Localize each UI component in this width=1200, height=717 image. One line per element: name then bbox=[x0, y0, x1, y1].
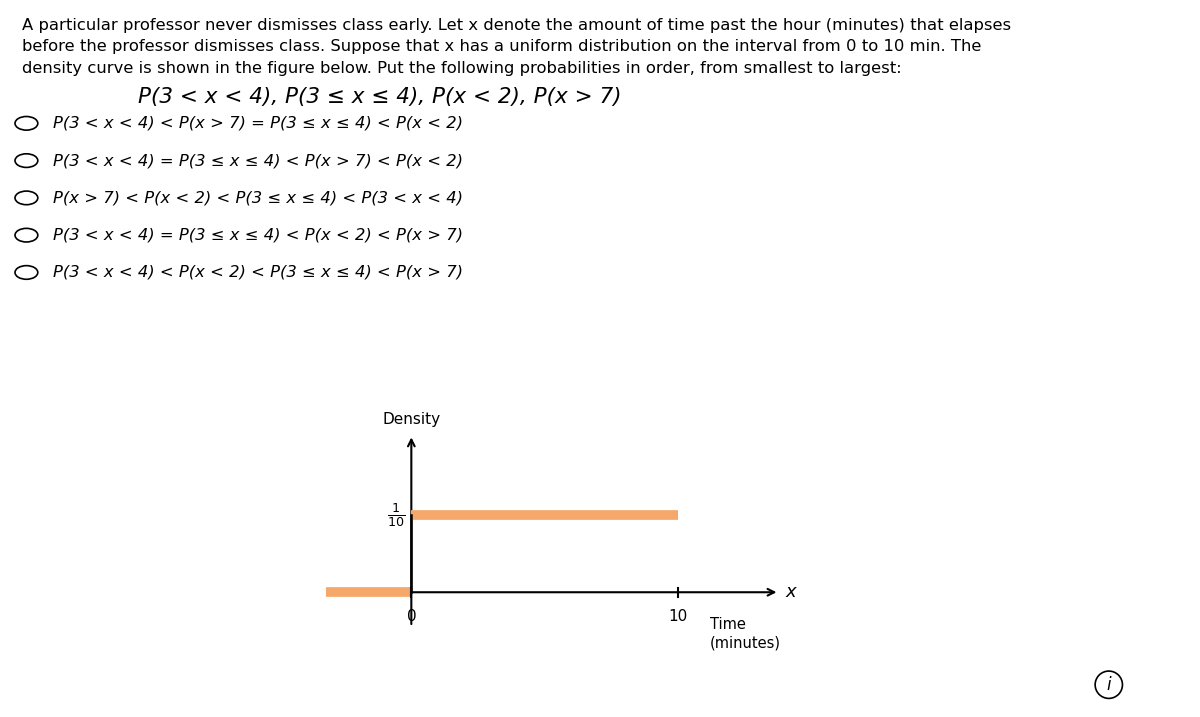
Text: 0: 0 bbox=[407, 609, 416, 625]
Text: $x$: $x$ bbox=[785, 583, 798, 602]
Text: before the professor dismisses class. Suppose that x has a uniform distribution : before the professor dismisses class. Su… bbox=[22, 39, 980, 54]
Text: P(3 < x < 4) = P(3 ≤ x ≤ 4) < P(x > 7) < P(x < 2): P(3 < x < 4) = P(3 ≤ x ≤ 4) < P(x > 7) <… bbox=[53, 153, 463, 168]
Text: Density: Density bbox=[383, 412, 440, 427]
Text: P(3 < x < 4), P(3 ≤ x ≤ 4), P(x < 2), P(x > 7): P(3 < x < 4), P(3 ≤ x ≤ 4), P(x < 2), P(… bbox=[138, 87, 622, 108]
Text: Time
(minutes): Time (minutes) bbox=[710, 617, 781, 650]
Text: P(3 < x < 4) = P(3 ≤ x ≤ 4) < P(x < 2) < P(x > 7): P(3 < x < 4) = P(3 ≤ x ≤ 4) < P(x < 2) <… bbox=[53, 228, 463, 242]
Text: P(3 < x < 4) < P(x > 7) = P(3 ≤ x ≤ 4) < P(x < 2): P(3 < x < 4) < P(x > 7) = P(3 ≤ x ≤ 4) <… bbox=[53, 116, 463, 130]
Text: P(3 < x < 4) < P(x < 2) < P(3 ≤ x ≤ 4) < P(x > 7): P(3 < x < 4) < P(x < 2) < P(3 ≤ x ≤ 4) <… bbox=[53, 265, 463, 280]
Text: P(x > 7) < P(x < 2) < P(3 ≤ x ≤ 4) < P(3 < x < 4): P(x > 7) < P(x < 2) < P(3 ≤ x ≤ 4) < P(3… bbox=[53, 191, 463, 205]
Text: density curve is shown in the figure below. Put the following probabilities in o: density curve is shown in the figure bel… bbox=[22, 61, 901, 76]
Text: $i$: $i$ bbox=[1105, 675, 1112, 694]
Text: A particular professor never dismisses class early. Let x denote the amount of t: A particular professor never dismisses c… bbox=[22, 18, 1010, 33]
Text: 10: 10 bbox=[668, 609, 688, 625]
Text: $\frac{1}{10}$: $\frac{1}{10}$ bbox=[386, 501, 404, 529]
